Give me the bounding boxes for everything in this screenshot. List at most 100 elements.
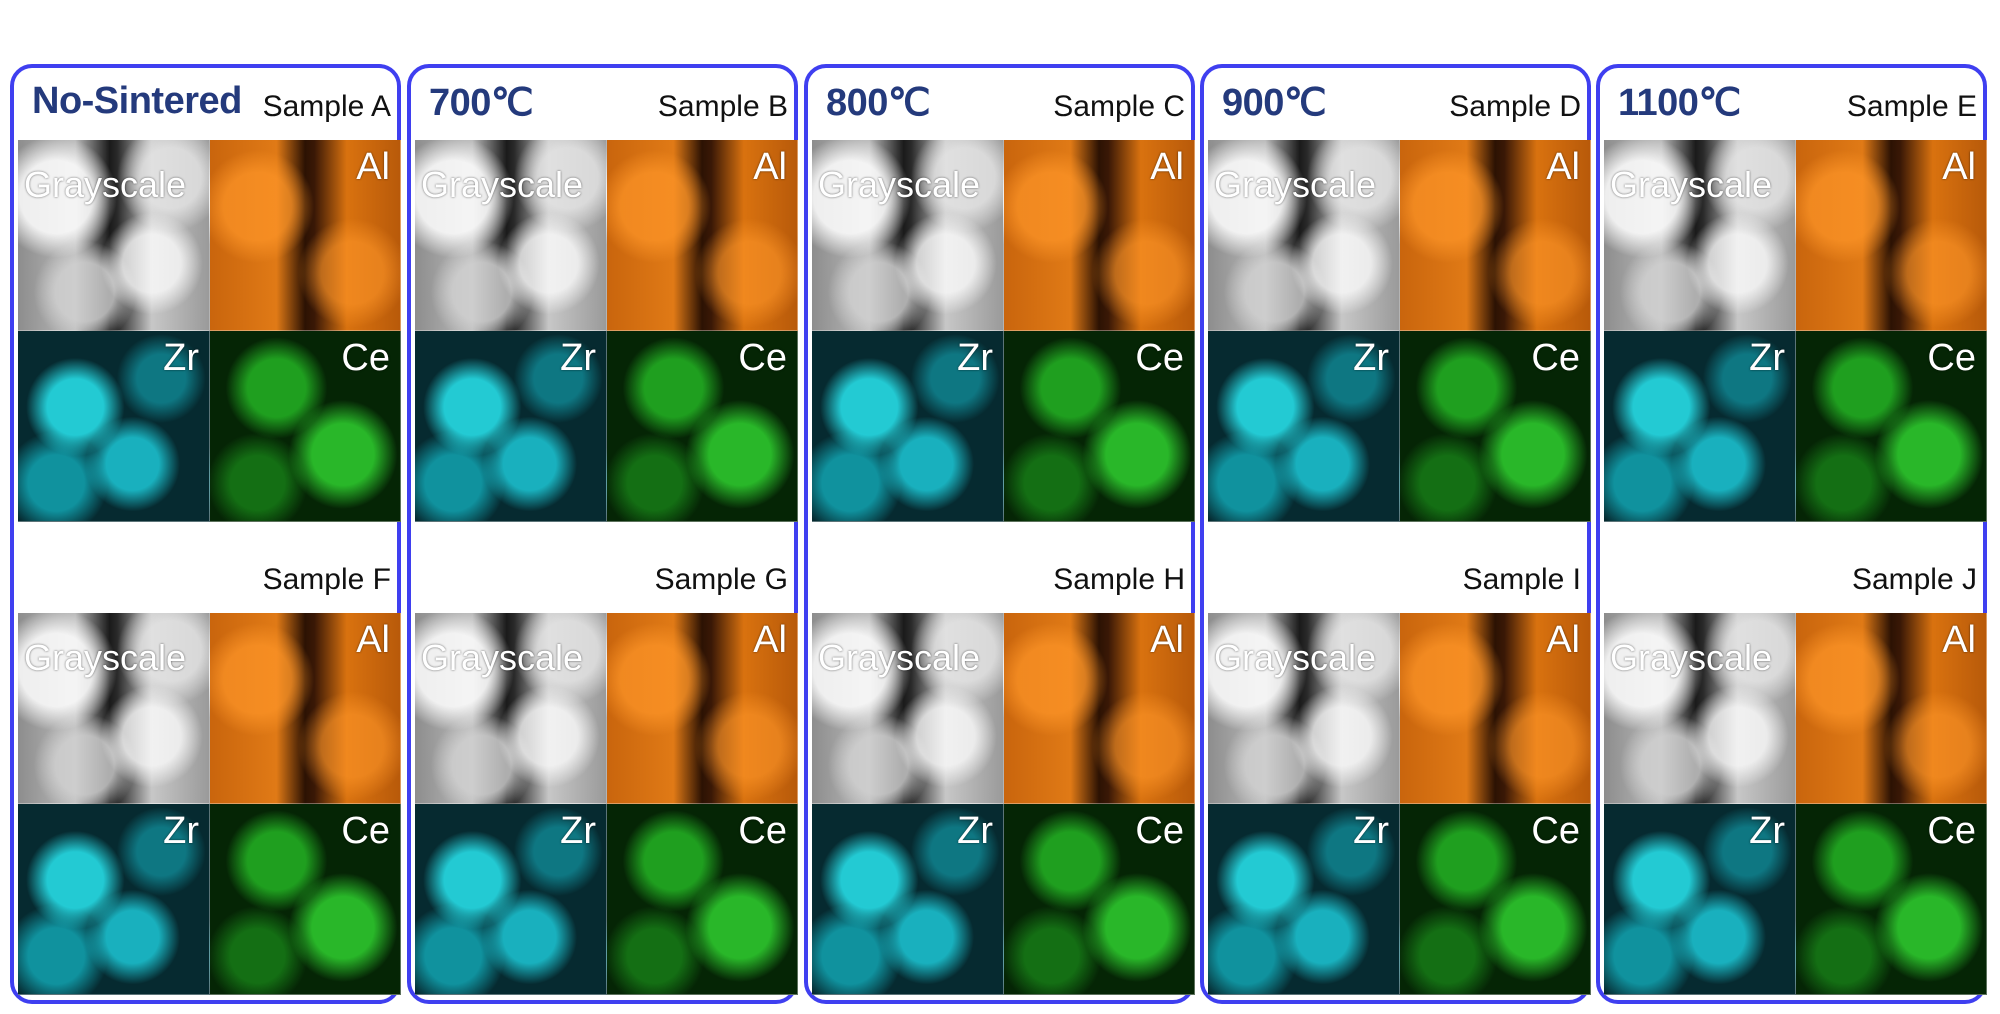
zr-label: Zr — [1749, 337, 1785, 379]
ce-label: Ce — [341, 337, 390, 379]
sample-label: Sample A — [262, 90, 391, 123]
al-label: Al — [1942, 146, 1976, 188]
sample-h-panels: Grayscale Al Zr Ce — [812, 613, 1195, 995]
column-title: No-Sintered — [32, 80, 242, 122]
ce-map: Ce — [1400, 804, 1591, 995]
column-1100c: 1100℃ Sample E Grayscale Al Zr Ce Sample… — [1596, 64, 1987, 1004]
sample-label: Sample J — [1851, 563, 1977, 596]
zr-label: Zr — [1353, 337, 1389, 379]
sample-d-panels: Grayscale Al Zr Ce — [1208, 140, 1591, 522]
al-label: Al — [1150, 146, 1184, 188]
ce-label: Ce — [1531, 337, 1580, 379]
zr-map: Zr — [1208, 804, 1400, 995]
al-label: Al — [1546, 619, 1580, 661]
sample-c-panels: Grayscale Al Zr Ce — [812, 140, 1195, 522]
column-title: 900℃ — [1222, 82, 1327, 124]
grayscale-label: Grayscale — [421, 164, 584, 205]
grayscale-label: Grayscale — [1214, 164, 1377, 205]
al-map: Al — [1796, 140, 1987, 331]
ce-map: Ce — [607, 331, 798, 522]
ce-label: Ce — [1927, 810, 1976, 852]
sample-label: Sample G — [654, 563, 788, 596]
ce-map: Ce — [1796, 804, 1987, 995]
column-title: 700℃ — [429, 82, 534, 124]
al-label: Al — [753, 619, 787, 661]
ce-label: Ce — [341, 810, 390, 852]
grayscale-map: Grayscale — [415, 613, 607, 804]
ce-map: Ce — [1004, 804, 1195, 995]
grayscale-label: Grayscale — [1610, 637, 1773, 678]
sample-label: Sample F — [262, 563, 391, 596]
sample-label: Sample D — [1449, 90, 1581, 123]
zr-label: Zr — [163, 810, 199, 852]
sample-label: Sample E — [1846, 90, 1977, 123]
ce-label: Ce — [1531, 810, 1580, 852]
sample-b-panels: Grayscale Al Zr Ce — [415, 140, 798, 522]
column-no-sintered: No-Sintered Sample A Grayscale Al Zr Ce … — [10, 64, 401, 1004]
zr-label: Zr — [560, 810, 596, 852]
sample-f-panels: Grayscale Al Zr Ce — [18, 613, 401, 995]
sample-label: Sample B — [657, 90, 788, 123]
ce-label: Ce — [1135, 337, 1184, 379]
ce-map: Ce — [1400, 331, 1591, 522]
column-700c: 700℃ Sample B Grayscale Al Zr Ce Sample … — [407, 64, 798, 1004]
sample-label: Sample H — [1053, 563, 1185, 596]
al-map: Al — [607, 140, 798, 331]
zr-label: Zr — [957, 337, 993, 379]
zr-label: Zr — [560, 337, 596, 379]
al-map: Al — [1400, 613, 1591, 804]
al-map: Al — [210, 613, 401, 804]
zr-label: Zr — [163, 337, 199, 379]
sample-i-panels: Grayscale Al Zr Ce — [1208, 613, 1591, 995]
ce-map: Ce — [1796, 331, 1987, 522]
zr-map: Zr — [1604, 331, 1796, 522]
sample-label: Sample C — [1053, 90, 1185, 123]
zr-label: Zr — [957, 810, 993, 852]
zr-label: Zr — [1353, 810, 1389, 852]
grayscale-map: Grayscale — [18, 140, 210, 331]
grayscale-map: Grayscale — [18, 613, 210, 804]
ce-label: Ce — [1927, 337, 1976, 379]
ce-map: Ce — [210, 331, 401, 522]
zr-map: Zr — [415, 331, 607, 522]
column-title: 1100℃ — [1618, 82, 1741, 124]
ce-map: Ce — [1004, 331, 1195, 522]
sample-j-panels: Grayscale Al Zr Ce — [1604, 613, 1987, 995]
al-map: Al — [607, 613, 798, 804]
al-label: Al — [1546, 146, 1580, 188]
grayscale-label: Grayscale — [1214, 637, 1377, 678]
grayscale-map: Grayscale — [1208, 613, 1400, 804]
grayscale-label: Grayscale — [818, 164, 981, 205]
al-map: Al — [1400, 140, 1591, 331]
ce-label: Ce — [738, 810, 787, 852]
zr-map: Zr — [18, 331, 210, 522]
grayscale-label: Grayscale — [421, 637, 584, 678]
zr-map: Zr — [18, 804, 210, 995]
ce-label: Ce — [1135, 810, 1184, 852]
grayscale-label: Grayscale — [24, 637, 187, 678]
grayscale-map: Grayscale — [1604, 140, 1796, 331]
sample-g-panels: Grayscale Al Zr Ce — [415, 613, 798, 995]
zr-map: Zr — [415, 804, 607, 995]
zr-map: Zr — [1604, 804, 1796, 995]
sample-e-panels: Grayscale Al Zr Ce — [1604, 140, 1987, 522]
al-label: Al — [1150, 619, 1184, 661]
zr-map: Zr — [1208, 331, 1400, 522]
ce-map: Ce — [607, 804, 798, 995]
sample-label: Sample I — [1462, 563, 1581, 596]
column-900c: 900℃ Sample D Grayscale Al Zr Ce Sample … — [1200, 64, 1591, 1004]
column-title: 800℃ — [826, 82, 931, 124]
grayscale-label: Grayscale — [24, 164, 187, 205]
sample-a-panels: Grayscale Al Zr Ce — [18, 140, 401, 522]
al-label: Al — [356, 619, 390, 661]
grayscale-map: Grayscale — [812, 613, 1004, 804]
grayscale-map: Grayscale — [1604, 613, 1796, 804]
grayscale-map: Grayscale — [812, 140, 1004, 331]
ce-map: Ce — [210, 804, 401, 995]
ce-label: Ce — [738, 337, 787, 379]
al-map: Al — [210, 140, 401, 331]
al-label: Al — [356, 146, 390, 188]
al-label: Al — [753, 146, 787, 188]
al-map: Al — [1796, 613, 1987, 804]
